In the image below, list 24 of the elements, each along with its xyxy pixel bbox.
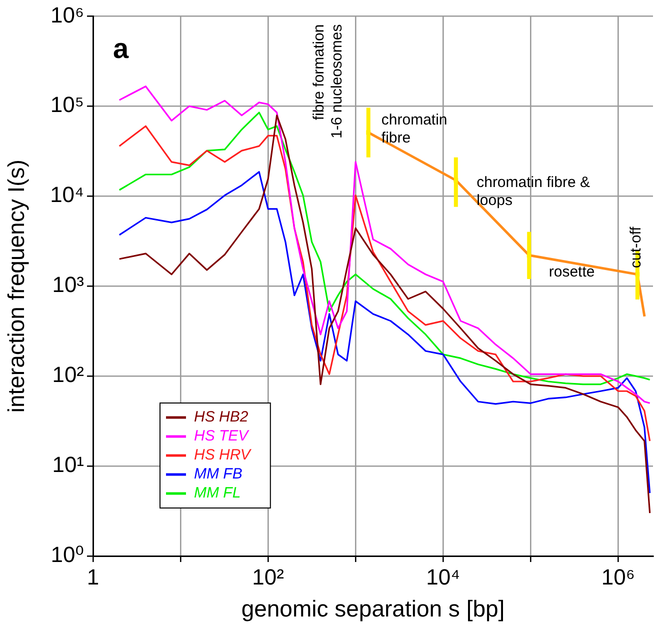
annotation: rosette xyxy=(548,264,595,281)
y-tick-label: 10⁵ xyxy=(50,92,84,118)
y-tick-label: 10³ xyxy=(52,272,84,298)
legend-label: HS HB2 xyxy=(194,408,249,426)
y-tick-label: 10⁶ xyxy=(50,2,84,28)
legend-label: HS HRV xyxy=(194,446,252,464)
x-tick-label: 10⁴ xyxy=(426,564,460,590)
annotation: chromatin fibre xyxy=(381,112,448,147)
legend-label: HS TEV xyxy=(194,428,250,445)
y-tick-label: 10⁴ xyxy=(50,182,84,208)
annotation: cut-off xyxy=(627,226,644,268)
x-tick-label: 1 xyxy=(86,564,100,590)
y-axis-title: interaction frequency I(s) xyxy=(3,160,30,413)
x-tick-label: 10⁶ xyxy=(601,564,635,590)
legend-label: MM FB xyxy=(194,466,242,483)
legend-label: MM FL xyxy=(194,484,241,502)
y-tick-label: 10¹ xyxy=(52,452,84,478)
text: a xyxy=(113,32,129,64)
y-tick-label: 10⁰ xyxy=(50,542,84,568)
annotation: chromatin fibre & loops xyxy=(476,174,590,209)
x-axis-title: genomic separation s [bp] xyxy=(241,596,505,622)
annotation: fibre formation 1-6 nucleosomes xyxy=(310,24,346,139)
x-tick-label: 10² xyxy=(252,564,284,590)
y-tick-label: 10² xyxy=(52,362,84,388)
